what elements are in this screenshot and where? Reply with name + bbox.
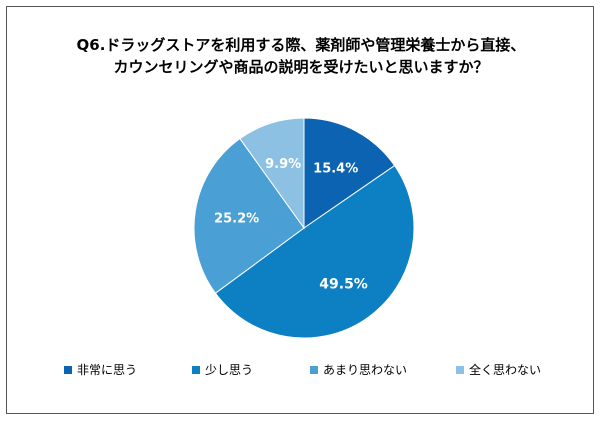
- legend-item-somewhat: 少し思う: [192, 361, 253, 378]
- pie-slice-not-much: [193, 137, 305, 294]
- pie-label-not-much: 25.2%: [214, 211, 259, 226]
- legend-item-very-much: 非常に思う: [64, 361, 137, 378]
- pie-slice-very-much: [303, 117, 396, 229]
- pie-label-not-at-all: 9.9%: [265, 157, 301, 172]
- chart-title-line-2: カウンセリングや商品の説明を受けたいと思いますか？: [113, 58, 489, 76]
- pie-label-somewhat: 49.5%: [319, 277, 368, 293]
- pie-label-very-much: 15.4%: [313, 162, 358, 177]
- legend-item-not-much: あまり思わない: [310, 361, 407, 378]
- legend-label-somewhat: 少し思う: [205, 363, 254, 377]
- legend-swatch-somewhat: [192, 365, 200, 374]
- legend-swatch-not-much: [310, 365, 318, 374]
- legend-label-not-at-all: 全く思わない: [469, 363, 542, 377]
- legend: 非常に思う 少し思う あまり思わない 全く思わない: [64, 361, 544, 377]
- legend-item-not-at-all: 全く思わない: [456, 361, 541, 378]
- pie-slice-not-at-all: [239, 117, 305, 230]
- pie-slice-somewhat: [214, 164, 415, 339]
- legend-label-not-much: あまり思わない: [323, 363, 408, 377]
- legend-swatch-very-much: [64, 365, 72, 374]
- chart-title-line-1: Q6.ドラッグストアを利用する際、薬剤師や管理栄養士から直接、: [76, 36, 526, 54]
- legend-label-very-much: 非常に思う: [77, 363, 138, 377]
- chart-title: Q6.ドラッグストアを利用する際、薬剤師や管理栄養士から直接、 カウンセリングや…: [0, 34, 602, 78]
- legend-swatch-not-at-all: [456, 365, 464, 374]
